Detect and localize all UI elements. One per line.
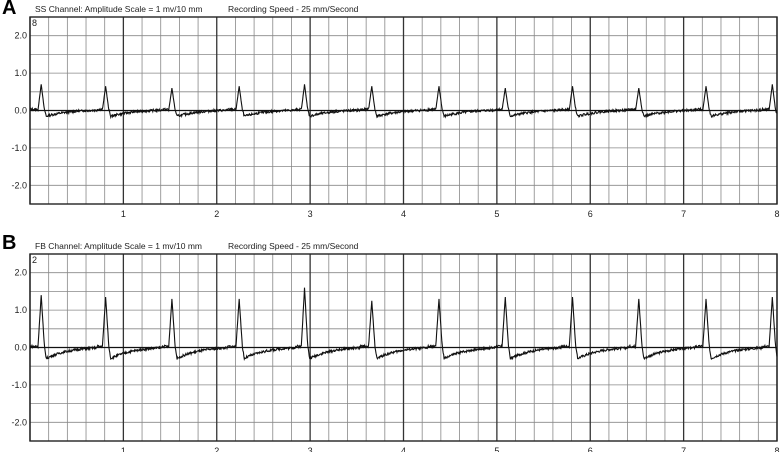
y-tick-label: 2.0: [14, 31, 27, 41]
x-tick-label: 4: [401, 209, 406, 219]
x-tick-label: 3: [308, 209, 313, 219]
panel-b: FB Channel: Amplitude Scale = 1 mv/10 mm…: [11, 241, 779, 452]
x-tick-label: 2: [214, 446, 219, 452]
x-tick-label: 1: [121, 446, 126, 452]
x-tick-label: 2: [214, 209, 219, 219]
ecg-trace: [29, 287, 778, 362]
corner-label: 2: [32, 255, 37, 265]
y-tick-label: 2.0: [14, 268, 27, 278]
x-tick-label: 3: [308, 446, 313, 452]
x-tick-label: 6: [588, 446, 593, 452]
panel-a: SS Channel: Amplitude Scale = 1 mv/10 mm…: [11, 4, 779, 219]
y-tick-label: 1.0: [14, 68, 27, 78]
corner-label: 8: [32, 18, 37, 28]
panel-label-a: A: [2, 0, 17, 19]
y-tick-label: 1.0: [14, 305, 27, 315]
channel-title: FB Channel: Amplitude Scale = 1 mv/10 mm: [35, 241, 202, 251]
x-tick-label: 5: [494, 446, 499, 452]
ecg-trace: [29, 84, 778, 120]
x-tick-label: 7: [681, 209, 686, 219]
y-tick-label: -2.0: [11, 180, 27, 190]
y-tick-label: -1.0: [11, 143, 27, 153]
x-tick-label: 4: [401, 446, 406, 452]
recording-speed: Recording Speed - 25 mm/Second: [228, 4, 359, 14]
panel-label-b: B: [2, 232, 17, 254]
y-tick-label: 0.0: [14, 343, 27, 353]
y-tick-label: -1.0: [11, 380, 27, 390]
channel-title: SS Channel: Amplitude Scale = 1 mv/10 mm: [35, 4, 203, 14]
x-tick-label: 8: [774, 446, 779, 452]
y-tick-label: 0.0: [14, 106, 27, 116]
x-tick-label: 7: [681, 446, 686, 452]
x-tick-label: 6: [588, 209, 593, 219]
x-tick-label: 5: [494, 209, 499, 219]
recording-speed: Recording Speed - 25 mm/Second: [228, 241, 359, 251]
x-tick-label: 1: [121, 209, 126, 219]
y-tick-label: -2.0: [11, 417, 27, 427]
x-tick-label: 8: [774, 209, 779, 219]
